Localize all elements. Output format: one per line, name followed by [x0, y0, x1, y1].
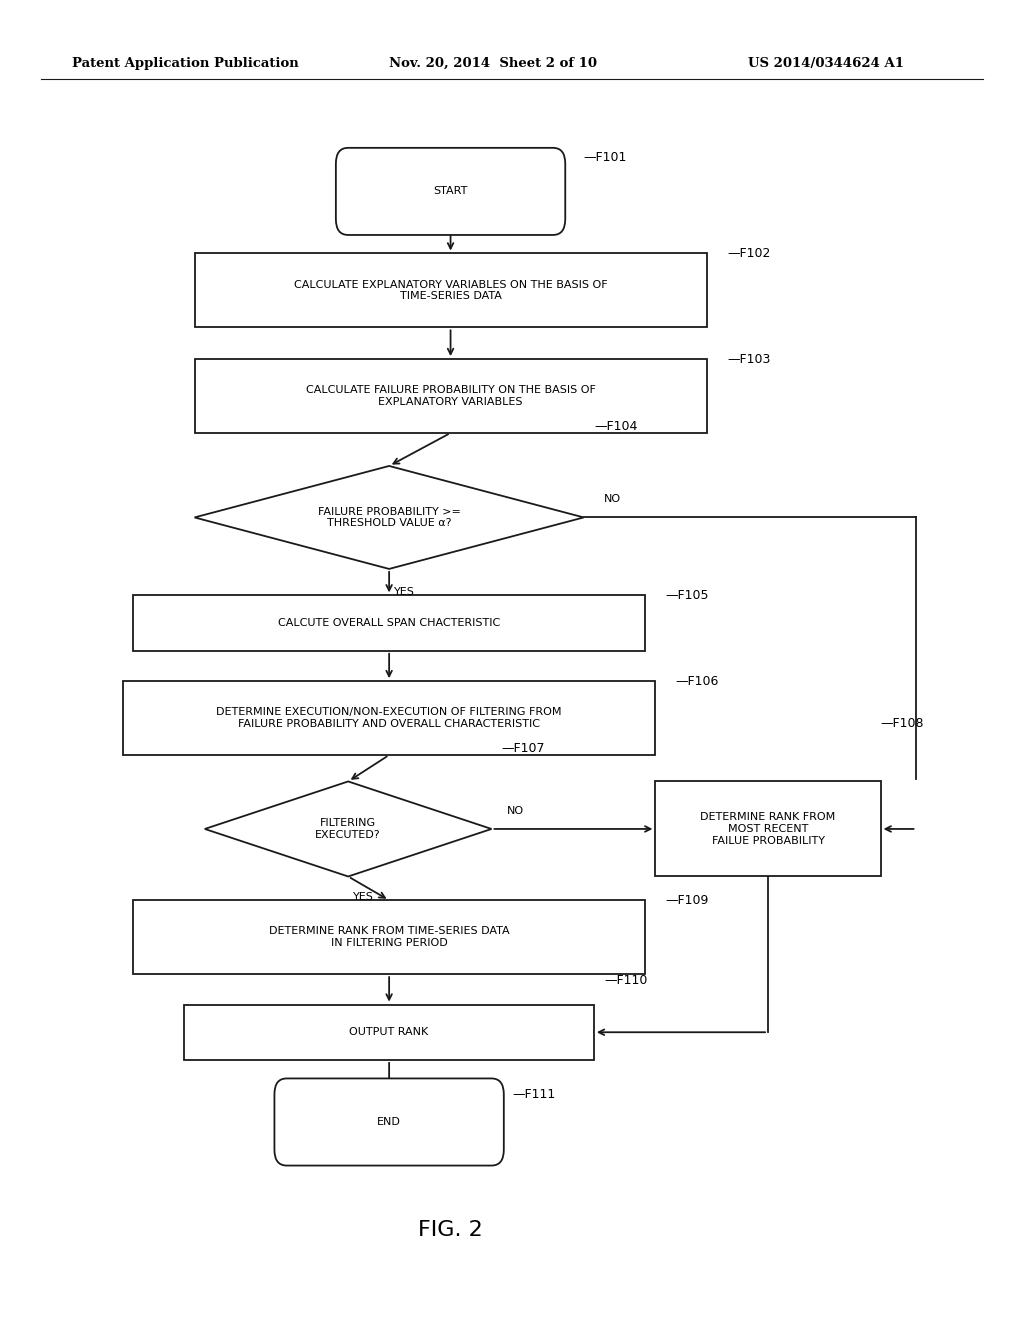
Text: DETERMINE RANK FROM
MOST RECENT
FAILUE PROBABILITY: DETERMINE RANK FROM MOST RECENT FAILUE P… — [700, 812, 836, 846]
Text: —F101: —F101 — [584, 150, 627, 164]
Bar — [184, 1005, 594, 1060]
Text: —F111: —F111 — [512, 1088, 555, 1101]
Text: US 2014/0344624 A1: US 2014/0344624 A1 — [748, 57, 903, 70]
Text: CALCULATE FAILURE PROBABILITY ON THE BASIS OF
EXPLANATORY VARIABLES: CALCULATE FAILURE PROBABILITY ON THE BAS… — [305, 385, 596, 407]
Text: —F107: —F107 — [502, 742, 545, 755]
Bar — [655, 781, 881, 876]
Text: END: END — [377, 1117, 401, 1127]
Text: YES: YES — [394, 587, 415, 598]
Polygon shape — [195, 466, 584, 569]
Text: —F110: —F110 — [604, 974, 647, 987]
Text: —F104: —F104 — [594, 420, 637, 433]
Text: —F105: —F105 — [666, 589, 709, 602]
Text: FIG. 2: FIG. 2 — [418, 1220, 483, 1241]
FancyBboxPatch shape — [274, 1078, 504, 1166]
Text: CALCULATE EXPLANATORY VARIABLES ON THE BASIS OF
TIME-SERIES DATA: CALCULATE EXPLANATORY VARIABLES ON THE B… — [294, 280, 607, 301]
Text: Patent Application Publication: Patent Application Publication — [72, 57, 298, 70]
Text: Nov. 20, 2014  Sheet 2 of 10: Nov. 20, 2014 Sheet 2 of 10 — [389, 57, 597, 70]
Text: CALCUTE OVERALL SPAN CHACTERISTIC: CALCUTE OVERALL SPAN CHACTERISTIC — [278, 618, 501, 628]
Bar — [133, 900, 645, 974]
Text: —F108: —F108 — [881, 717, 924, 730]
FancyBboxPatch shape — [336, 148, 565, 235]
Bar — [195, 359, 707, 433]
Text: START: START — [433, 186, 468, 197]
Text: DETERMINE RANK FROM TIME-SERIES DATA
IN FILTERING PERIOD: DETERMINE RANK FROM TIME-SERIES DATA IN … — [269, 927, 509, 948]
Text: FAILURE PROBABILITY >=
THRESHOLD VALUE α?: FAILURE PROBABILITY >= THRESHOLD VALUE α… — [317, 507, 461, 528]
Text: YES: YES — [353, 892, 374, 903]
Bar — [195, 253, 707, 327]
Text: NO: NO — [507, 805, 524, 816]
Text: —F106: —F106 — [676, 675, 719, 688]
Bar — [133, 595, 645, 651]
Text: —F103: —F103 — [727, 352, 770, 366]
Text: OUTPUT RANK: OUTPUT RANK — [349, 1027, 429, 1038]
Text: —F109: —F109 — [666, 894, 709, 907]
Bar — [123, 681, 655, 755]
Text: DETERMINE EXECUTION/NON-EXECUTION OF FILTERING FROM
FAILURE PROBABILITY AND OVER: DETERMINE EXECUTION/NON-EXECUTION OF FIL… — [216, 708, 562, 729]
Polygon shape — [205, 781, 492, 876]
Text: —F102: —F102 — [727, 247, 770, 260]
Text: FILTERING
EXECUTED?: FILTERING EXECUTED? — [315, 818, 381, 840]
Text: NO: NO — [604, 494, 622, 504]
